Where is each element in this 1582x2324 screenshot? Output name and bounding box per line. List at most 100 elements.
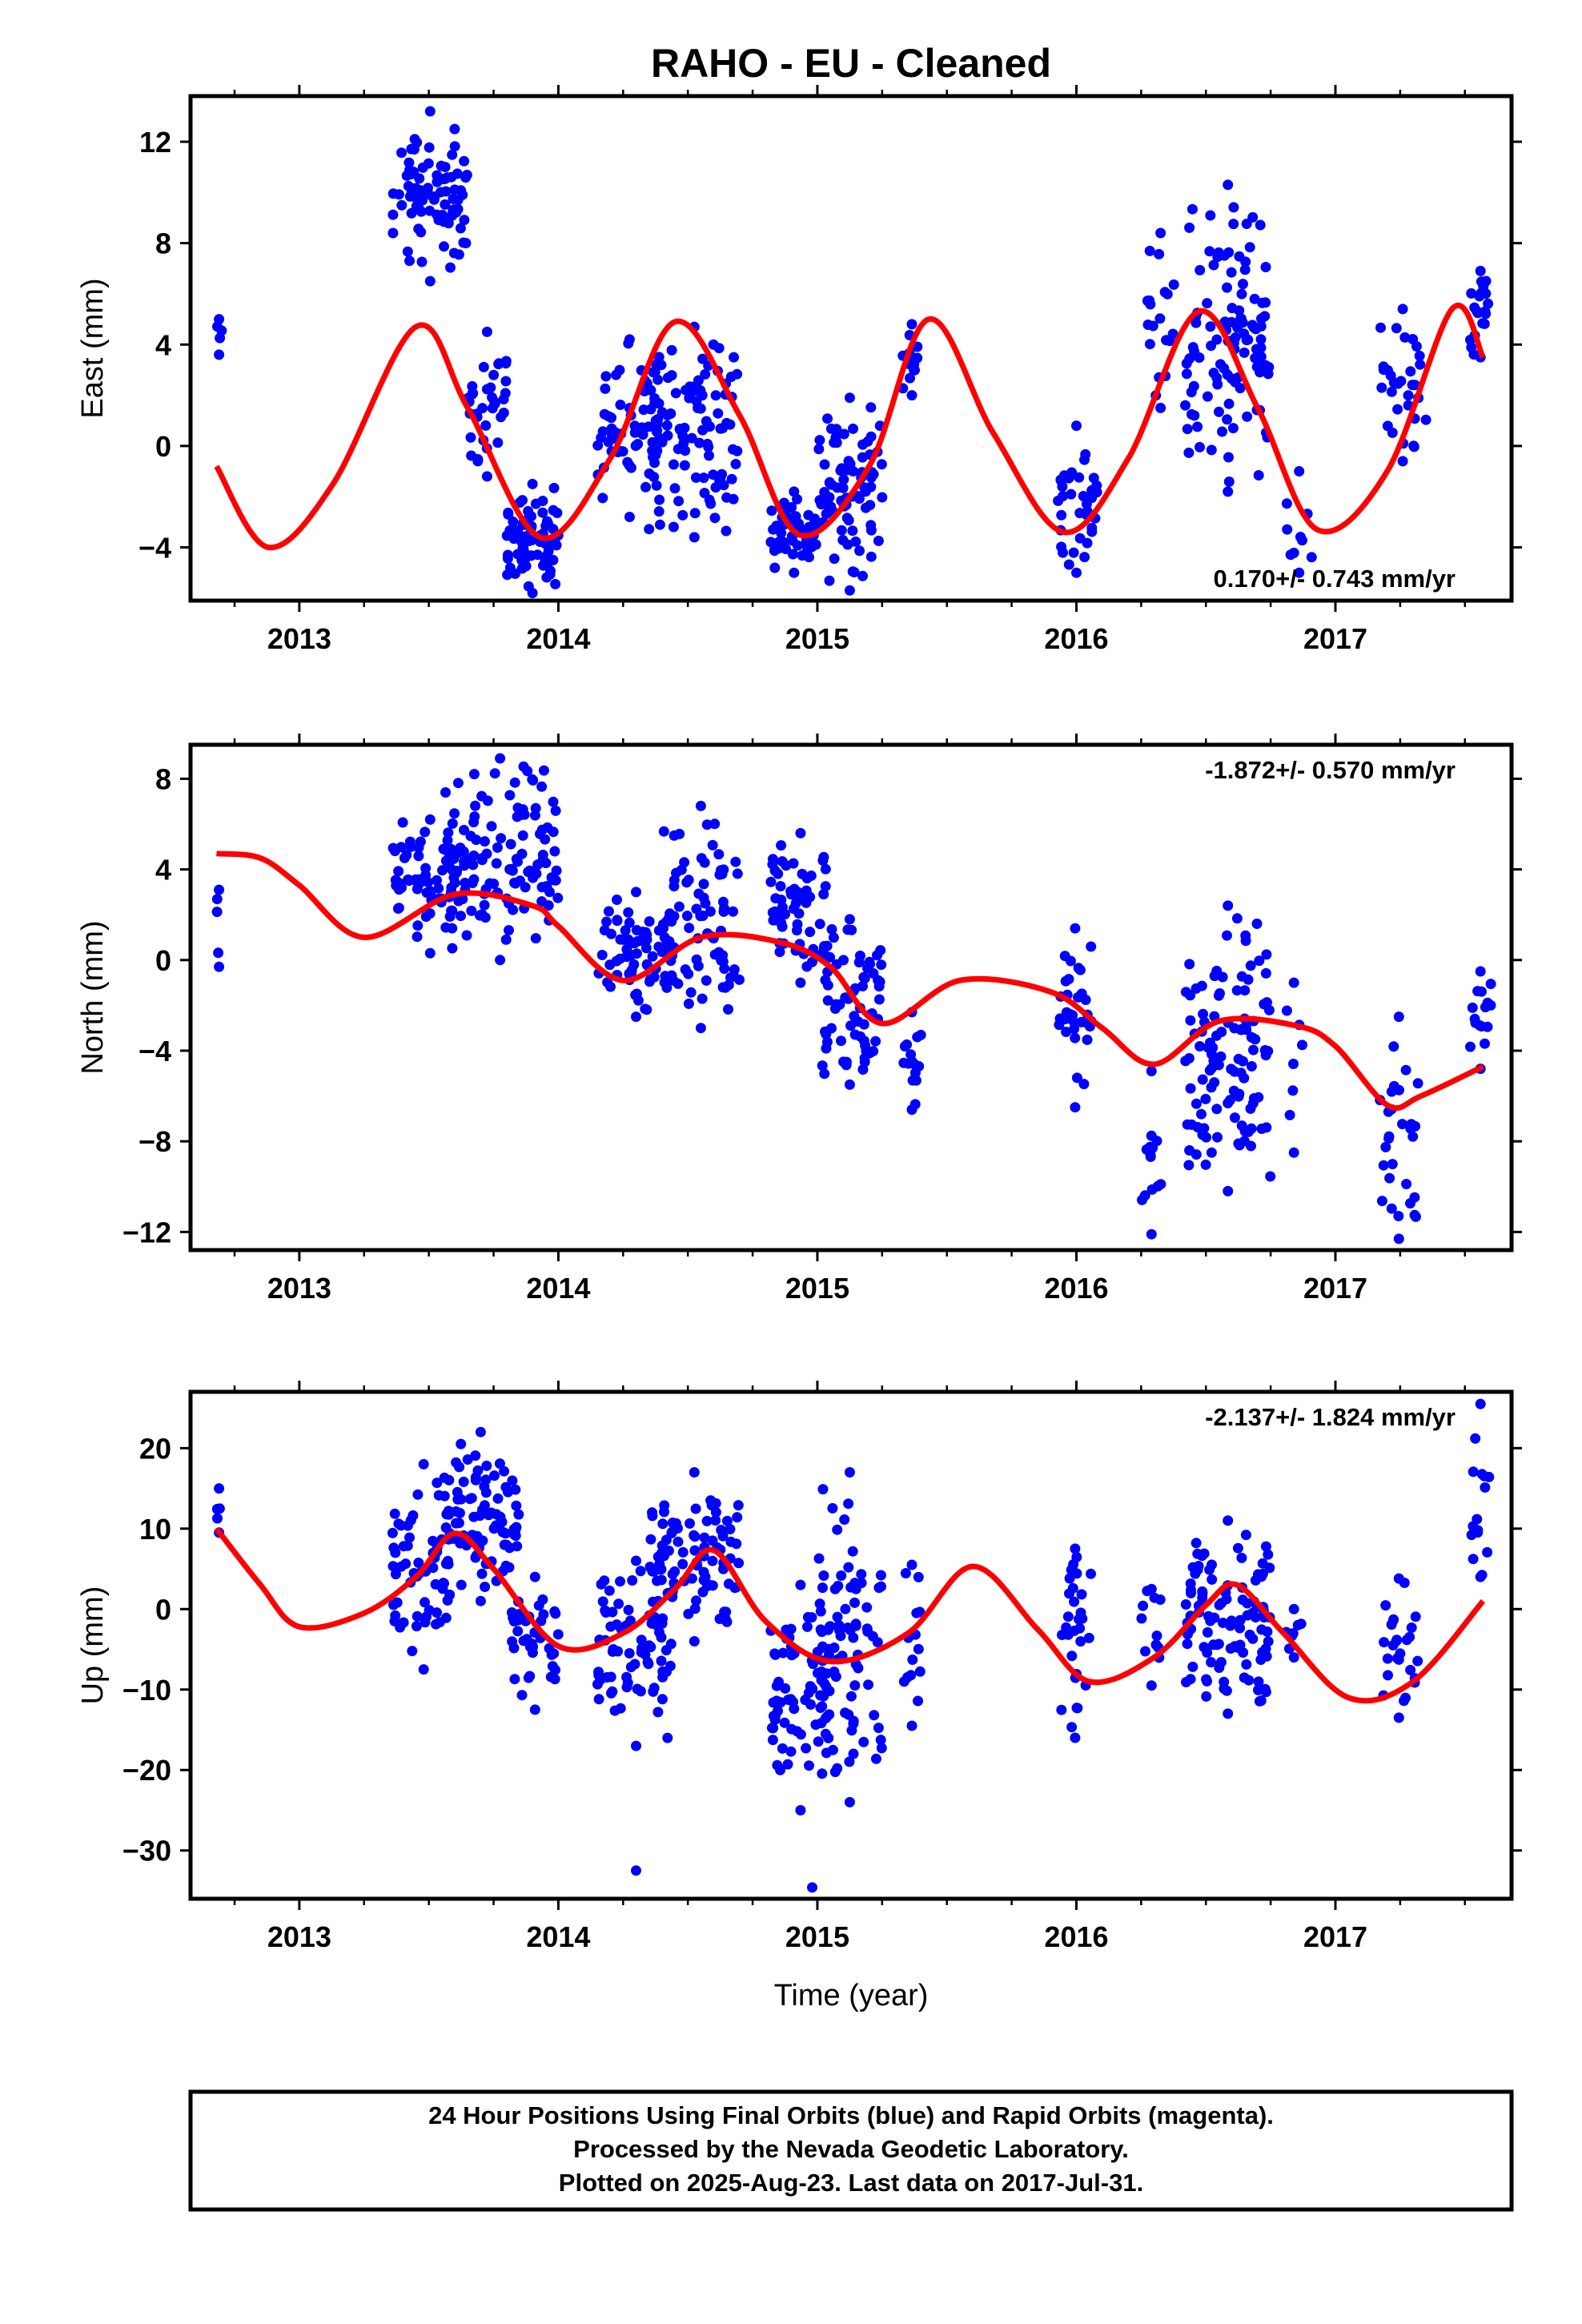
- data-point: [810, 539, 821, 550]
- data-point: [666, 344, 677, 356]
- data-point: [734, 974, 745, 985]
- data-point: [801, 1621, 813, 1632]
- data-point: [476, 854, 488, 866]
- data-point: [615, 400, 626, 410]
- data-point: [686, 1573, 697, 1584]
- footer-line-2: Processed by the Nevada Geodetic Laborat…: [573, 2135, 1129, 2163]
- data-point: [214, 884, 225, 895]
- data-point: [690, 1503, 701, 1514]
- x-tick-label: 2014: [526, 622, 590, 655]
- data-point: [781, 1624, 792, 1635]
- data-point: [656, 1632, 667, 1643]
- data-point: [1393, 1654, 1404, 1665]
- data-point: [508, 1524, 520, 1535]
- data-point: [522, 766, 533, 777]
- data-point: [527, 478, 538, 489]
- data-point: [775, 881, 786, 892]
- data-point: [860, 1040, 871, 1051]
- data-point: [679, 460, 690, 471]
- data-point: [1056, 1704, 1067, 1715]
- data-point: [820, 1713, 831, 1724]
- data-point: [1066, 489, 1077, 500]
- data-point: [1382, 420, 1393, 432]
- data-point: [1236, 1552, 1247, 1563]
- data-point: [447, 905, 458, 916]
- data-point: [1145, 1150, 1156, 1160]
- data-point: [1146, 1184, 1158, 1195]
- data-point: [853, 1016, 864, 1027]
- data-point: [1066, 1722, 1078, 1733]
- data-point: [681, 911, 693, 922]
- data-point: [1065, 1009, 1076, 1019]
- data-point: [730, 459, 741, 469]
- data-point: [644, 524, 655, 535]
- data-point: [818, 851, 829, 862]
- data-point: [412, 1489, 424, 1500]
- data-point: [1288, 977, 1299, 988]
- data-point: [549, 846, 560, 857]
- data-point: [1284, 1109, 1295, 1120]
- data-point: [652, 374, 664, 385]
- data-point: [769, 1711, 781, 1722]
- data-point: [697, 353, 709, 364]
- data-point: [1070, 923, 1081, 934]
- data-point: [710, 1506, 721, 1518]
- data-point: [717, 956, 729, 967]
- data-point: [1207, 1574, 1218, 1585]
- data-point: [1071, 420, 1082, 432]
- data-point: [497, 1526, 508, 1538]
- data-point: [1247, 1032, 1258, 1043]
- y-axis-label: North (mm): [76, 920, 110, 1074]
- footer-box: [188, 2089, 1514, 2212]
- x-tick-label: 2017: [1303, 1920, 1367, 1953]
- data-point: [1060, 975, 1071, 987]
- data-point: [836, 1035, 846, 1047]
- data-point: [659, 943, 670, 955]
- data-point: [621, 951, 632, 962]
- data-point: [836, 525, 847, 536]
- data-point: [548, 482, 560, 493]
- data-point: [906, 1104, 917, 1116]
- data-point: [543, 518, 553, 529]
- data-point: [1236, 288, 1247, 300]
- data-point: [905, 1670, 917, 1681]
- data-point: [448, 853, 460, 864]
- data-point: [1412, 1078, 1423, 1089]
- data-point: [698, 1566, 709, 1578]
- data-point: [695, 800, 706, 811]
- data-point: [1204, 246, 1215, 257]
- data-point: [552, 1629, 564, 1640]
- data-point: [863, 1679, 873, 1691]
- data-point: [1405, 1664, 1416, 1675]
- data-point: [731, 1538, 742, 1550]
- data-point: [1400, 1692, 1411, 1703]
- data-point: [448, 193, 459, 204]
- data-point: [1144, 1141, 1155, 1152]
- data-point: [854, 545, 865, 557]
- data-point: [1215, 1051, 1227, 1062]
- data-point: [721, 525, 732, 537]
- data-point: [389, 1615, 400, 1626]
- data-point: [1209, 1077, 1220, 1088]
- data-point: [646, 1618, 657, 1629]
- data-point: [843, 1562, 854, 1573]
- data-point: [495, 753, 506, 764]
- data-point: [821, 1043, 832, 1054]
- data-point: [817, 1060, 828, 1072]
- data-point: [733, 1558, 745, 1569]
- data-point: [484, 878, 496, 889]
- data-point: [817, 1641, 828, 1652]
- data-point: [466, 905, 477, 916]
- data-point: [502, 553, 513, 564]
- data-point: [1068, 547, 1079, 558]
- data-point: [456, 1438, 467, 1449]
- data-point: [400, 1558, 412, 1570]
- data-point: [1209, 971, 1220, 982]
- data-point: [458, 1476, 469, 1487]
- data-point: [1297, 1039, 1307, 1051]
- data-point: [1241, 1659, 1252, 1670]
- data-point: [872, 1637, 883, 1648]
- data-point: [475, 1426, 486, 1437]
- data-point: [468, 850, 480, 861]
- data-point: [1091, 487, 1102, 498]
